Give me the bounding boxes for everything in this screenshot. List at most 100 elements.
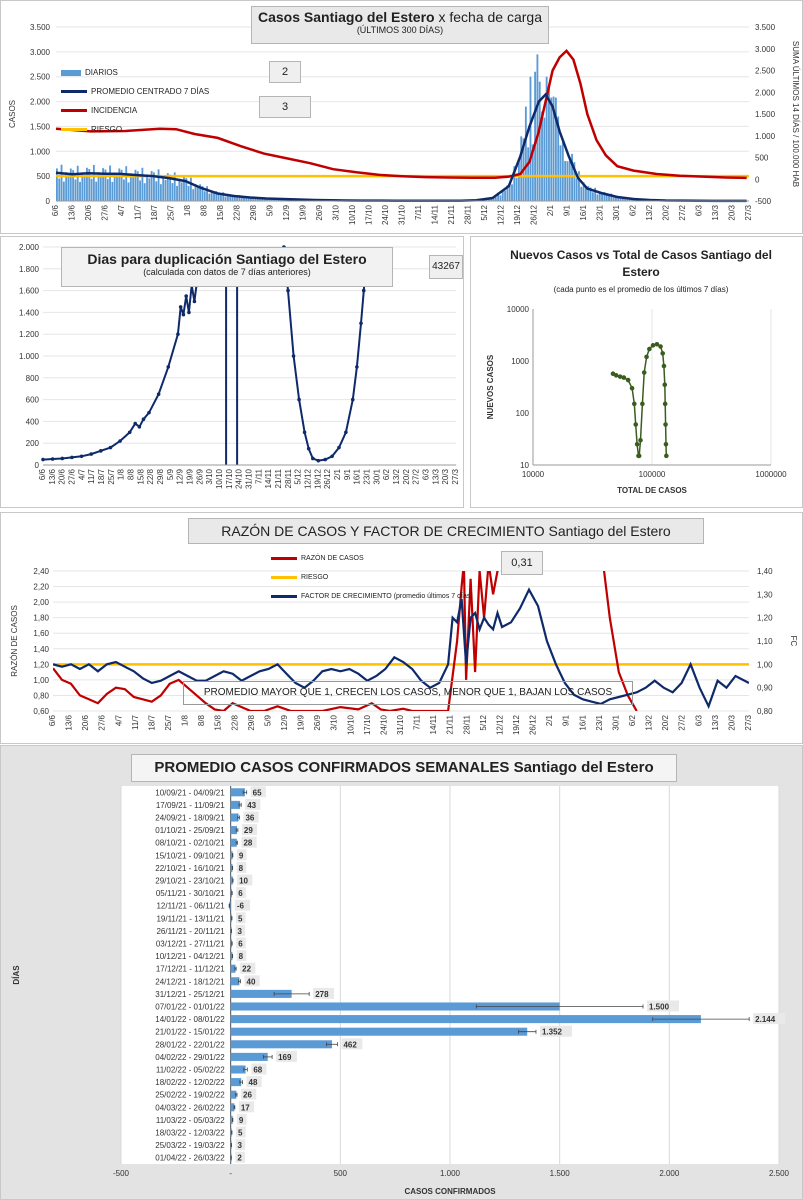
x-tick-label: 20/2 — [402, 468, 411, 484]
value-label-bg — [250, 786, 266, 798]
value-label: 8 — [239, 952, 244, 961]
x-tick-label: 26/12 — [323, 468, 332, 489]
y-tick-label: 10 — [520, 461, 529, 470]
value-label-bg — [241, 1088, 257, 1100]
razon-legend: RAZÓN DE CASOS RIESGO FACTOR DE CRECIMIE… — [271, 549, 473, 606]
week-bar — [230, 813, 239, 822]
bar-diario — [222, 192, 225, 201]
razon-lines — [53, 571, 749, 711]
x-tick-label: 11/7 — [134, 204, 143, 220]
bar-diario — [548, 86, 550, 201]
x-tick-label: 9/1 — [563, 204, 572, 216]
duplicacion-point — [137, 425, 142, 429]
x-tick-label: 14/11 — [431, 204, 440, 224]
bar-diario — [122, 179, 125, 201]
category-label: 11/03/22 - 05/03/22 — [156, 1116, 225, 1125]
x-tick-label: 24/10 — [379, 714, 388, 735]
y-tick-label: 800 — [26, 374, 40, 383]
bar-diario — [520, 136, 523, 201]
y-tick-label: 100 — [516, 409, 530, 418]
bar-diario — [217, 192, 220, 201]
bar-diario — [65, 172, 68, 201]
y-tick-label: 1,80 — [33, 614, 49, 623]
x-tick-label: 10/10 — [348, 204, 357, 225]
scatter-point — [647, 346, 652, 352]
duplicacion-point — [70, 455, 74, 460]
x-tick-label: 2.500 — [769, 1169, 790, 1178]
duplicacion-point — [184, 294, 188, 298]
value-label: 48 — [249, 1078, 258, 1087]
y-right-tick-label: -500 — [755, 197, 772, 206]
x-tick-label: 6/6 — [38, 468, 47, 480]
scatter-point — [638, 437, 643, 443]
value-label: 5 — [238, 914, 243, 923]
bar-diario — [612, 197, 615, 201]
y-tick-label: 600 — [26, 396, 40, 405]
value-label: 3 — [238, 1141, 243, 1150]
duplicacion-point — [156, 392, 161, 396]
razon-title-main: RAZÓN DE CASOS Y FACTOR DE CRECIMIENTO — [221, 523, 545, 539]
bar-diario — [536, 54, 539, 201]
x-tick-label: 6/3 — [422, 468, 431, 480]
y-tick-label: 1,40 — [33, 645, 49, 654]
x-tick-label: 5/9 — [266, 204, 275, 216]
category-label: 08/10/21 - 02/10/21 — [155, 839, 225, 848]
x-tick-label: 16/1 — [579, 204, 588, 220]
y-tick-label: 2.500 — [30, 73, 51, 82]
week-bar — [230, 838, 237, 847]
y-tick-label: 2,40 — [33, 567, 49, 576]
bar-diario — [492, 197, 495, 201]
x-tick-label: 1.000 — [440, 1169, 461, 1178]
bar-diario — [578, 171, 580, 201]
bar-diario — [67, 176, 70, 201]
casos-legend: DIARIOS PROMEDIO CENTRADO 7 DÍAS INCIDEN… — [61, 63, 209, 139]
x-tick-label: 13/2 — [645, 204, 654, 220]
scatter-point — [661, 363, 667, 369]
duplicacion-point — [79, 454, 84, 459]
y-tick-label: 0,60 — [33, 707, 49, 716]
x-tick-label: 2.000 — [659, 1169, 680, 1178]
x-tick-label: 27/2 — [678, 714, 687, 730]
bar-diario — [143, 183, 146, 201]
duplicacion-point — [127, 430, 132, 435]
x-tick-label: 6/6 — [51, 204, 60, 216]
bar-diario — [139, 180, 142, 201]
bar-diario — [628, 199, 631, 201]
bar-diario — [97, 172, 100, 201]
bar-diario — [180, 182, 183, 201]
week-bar — [230, 989, 292, 998]
value-label-bg — [236, 1113, 247, 1125]
value-label-bg — [341, 1038, 363, 1050]
x-tick-label: 5/12 — [480, 204, 489, 220]
y-right-tick-label: 1.000 — [755, 132, 776, 141]
x-tick-label: 7/11 — [413, 714, 422, 730]
bar-diario — [58, 178, 61, 201]
value-label: 28 — [243, 839, 252, 848]
category-label: 05/11/21 - 30/10/21 — [156, 889, 225, 898]
casos-annotation-2: 2 — [269, 61, 301, 83]
x-tick-label: 6/3 — [694, 714, 703, 726]
category-label: 26/11/21 - 20/11/21 — [156, 927, 225, 936]
y-right-tick-label: 0,90 — [757, 684, 773, 693]
value-label-bg — [236, 887, 246, 899]
y-right-tick-label: 1,30 — [757, 590, 773, 599]
week-bar — [230, 889, 232, 898]
x-tick-label: 27/2 — [412, 468, 421, 484]
value-label: 9 — [239, 851, 244, 860]
week-bar — [229, 901, 231, 910]
bar-diario — [494, 197, 497, 201]
bar-diario — [534, 71, 537, 201]
legend-swatch-razon — [271, 557, 297, 560]
bar-diario — [62, 181, 65, 201]
x-tick-label: 7/11 — [414, 204, 423, 220]
x-tick-label: 19/9 — [297, 714, 306, 730]
scatter-point — [662, 401, 668, 407]
x-tick-label: 26/12 — [530, 204, 539, 225]
x-tick-label: 6/3 — [695, 204, 704, 216]
casos-title-rest: x fecha de carga — [434, 9, 542, 25]
x-axis-label: TOTAL DE CASOS — [617, 486, 687, 495]
category-label: 28/01/22 - 22/01/22 — [155, 1040, 225, 1049]
x-tick-label: 19/9 — [299, 204, 308, 220]
duplicacion-title-main: Dias para duplicación Santiago del Ester… — [87, 251, 367, 267]
x-tick-label: 7/11 — [254, 468, 263, 484]
